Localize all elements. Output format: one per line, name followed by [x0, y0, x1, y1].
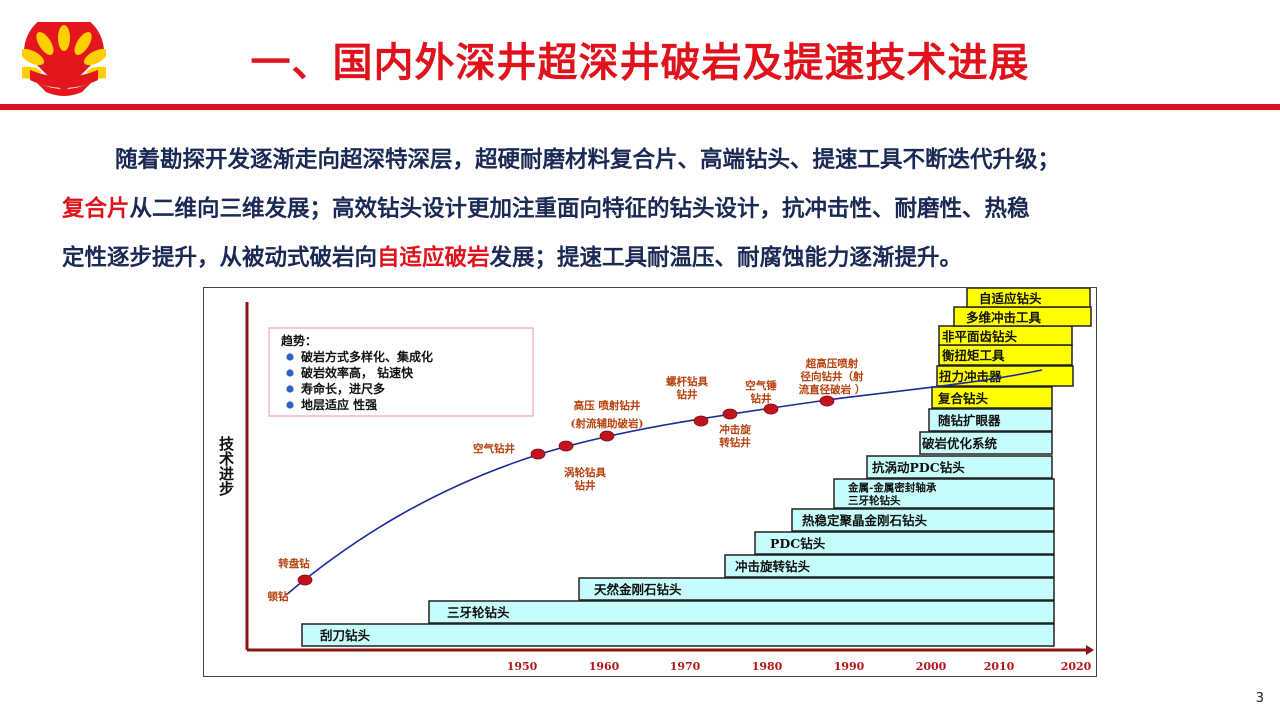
paragraph-line-2: 复合片从二维向三维发展；高效钻头设计更加注重面向特征的钻头设计，抗冲击性、耐磨性…	[62, 185, 1237, 234]
trend-curve	[285, 369, 1043, 596]
trend-item: 破岩效率高， 钻速快	[301, 365, 414, 380]
milestone-dot	[558, 440, 574, 452]
x-tick-label: 2020	[1061, 660, 1092, 673]
step-label: PDC钻头	[770, 536, 826, 551]
step-label: 三牙轮钻头	[848, 494, 901, 507]
step-bar	[754, 531, 1055, 555]
step-bar	[919, 431, 1053, 455]
text-run: 从二维向三维发展；高效钻头设计更加注重面向特征的钻头设计，抗冲击性、耐磨性、热稳	[129, 196, 1030, 222]
curve-label: 空气锤	[745, 379, 777, 392]
step-label: 随钻扩眼器	[938, 413, 1001, 428]
milestone-dot	[819, 395, 835, 407]
new-tech-bar	[931, 386, 1053, 409]
x-axis-arrow	[1086, 645, 1094, 655]
curve-label: 顿钻	[268, 590, 289, 603]
milestone-dot	[530, 448, 546, 460]
curve-label: 径向钻井（射	[801, 370, 864, 383]
milestone-dot	[722, 408, 738, 420]
curve-label: 涡轮钻具	[564, 466, 606, 479]
new-tech-label: 复合钻头	[937, 391, 989, 406]
curve-label: 空气钻井	[473, 442, 515, 455]
curve-label: 超高压喷射	[805, 357, 859, 370]
curve-label: 转盘钻	[278, 557, 310, 570]
trend-legend-title: 趋势：	[281, 333, 317, 348]
curve-label: 转钻井	[719, 436, 751, 449]
text-run: 定性逐步提升，从被动式破岩向	[62, 245, 378, 271]
curve-label: 螺杆钻具	[666, 375, 708, 388]
body-paragraph: 随着勘探开发逐渐走向超深特深层，超硬耐磨材料复合片、高端钻头、提速工具不断迭代升…	[62, 136, 1237, 283]
curve-label: 冲击旋	[719, 423, 751, 436]
step-label: 刮刀钻头	[320, 628, 371, 643]
company-logo	[22, 22, 106, 96]
step-label: 破岩优化系统	[922, 436, 998, 451]
trend-item: 破岩方式多样化、集成化	[301, 349, 433, 364]
text-run: 随着勘探开发逐渐走向超深特深层，超硬耐磨材料复合片、高端钻头、提速工具不断迭代升…	[115, 147, 1061, 173]
x-tick-label: 1980	[752, 660, 783, 673]
step-bar	[928, 408, 1053, 432]
step-label: 天然金刚石钻头	[594, 582, 682, 597]
step-bar	[724, 554, 1055, 578]
step-label: 三牙轮钻头	[447, 605, 510, 620]
highlight-text: 自适应破岩	[377, 245, 490, 271]
step-bar	[578, 577, 1055, 601]
trend-legend-box	[268, 327, 534, 417]
curve-label: 钻井	[677, 388, 698, 401]
milestone-dot	[599, 430, 615, 442]
curve-label: 高压 喷射钻井	[574, 399, 641, 412]
bullet-icon	[286, 401, 294, 409]
milestone-dot	[297, 574, 313, 586]
new-tech-label: 自适应钻头	[979, 291, 1042, 306]
x-tick-label: 1970	[670, 660, 701, 673]
paragraph-line-3: 定性逐步提升，从被动式破岩向自适应破岩发展；提速工具耐温压、耐腐蚀能力逐渐提升。	[62, 234, 1237, 283]
paragraph-line-1: 随着勘探开发逐渐走向超深特深层，超硬耐磨材料复合片、高端钻头、提速工具不断迭代升…	[62, 136, 1237, 185]
new-tech-label: 衡扭矩工具	[942, 348, 1005, 363]
x-tick-label: 1990	[834, 660, 865, 673]
milestone-dot	[763, 403, 779, 415]
bullet-icon	[286, 353, 294, 361]
x-tick-label: 1960	[589, 660, 620, 673]
bullet-icon	[286, 385, 294, 393]
step-label: 冲击旋转钻头	[735, 559, 811, 574]
x-tick-label: 1950	[507, 660, 538, 673]
technology-progress-figure: 技术进步 1950 1960 1970 1980 1990 2000 2010 …	[203, 287, 1097, 677]
step-bar	[301, 623, 1055, 647]
x-tick-label: 2000	[916, 660, 947, 673]
milestone-dot	[693, 415, 709, 427]
new-tech-label: 非平面齿钻头	[942, 329, 1018, 344]
step-bar	[833, 478, 1055, 509]
x-tick-label: 2010	[984, 660, 1015, 673]
bullet-icon	[286, 369, 294, 377]
step-label: 金属-金属密封轴承	[847, 481, 937, 494]
text-run: 发展；提速工具耐温压、耐腐蚀能力逐渐提升。	[489, 245, 963, 271]
y-axis-label: 技术进步	[217, 435, 235, 497]
trend-item: 寿命长，进尺多	[301, 381, 385, 396]
new-tech-bar	[966, 288, 1091, 308]
curve-label: (射流辅助破岩)	[571, 417, 644, 430]
new-tech-label: 多维冲击工具	[966, 310, 1042, 325]
trend-item: 地层适应 性强	[301, 397, 377, 412]
step-bar	[428, 600, 1055, 624]
title-divider	[0, 104, 1280, 110]
step-bar	[791, 508, 1055, 532]
highlight-text: 复合片	[62, 196, 130, 222]
curve-label: 钻井	[575, 479, 596, 492]
step-label: 抗涡动PDC钻头	[872, 460, 965, 475]
curve-label: 钻井	[751, 392, 772, 405]
page-title: 一、国内外深井超深井破岩及提速技术进展	[250, 40, 1030, 86]
step-label: 热稳定聚晶金刚石钻头	[802, 513, 928, 528]
curve-label: 流直径破岩 ）	[799, 383, 866, 396]
step-bar	[866, 455, 1053, 479]
page-number: 3	[1255, 691, 1264, 706]
